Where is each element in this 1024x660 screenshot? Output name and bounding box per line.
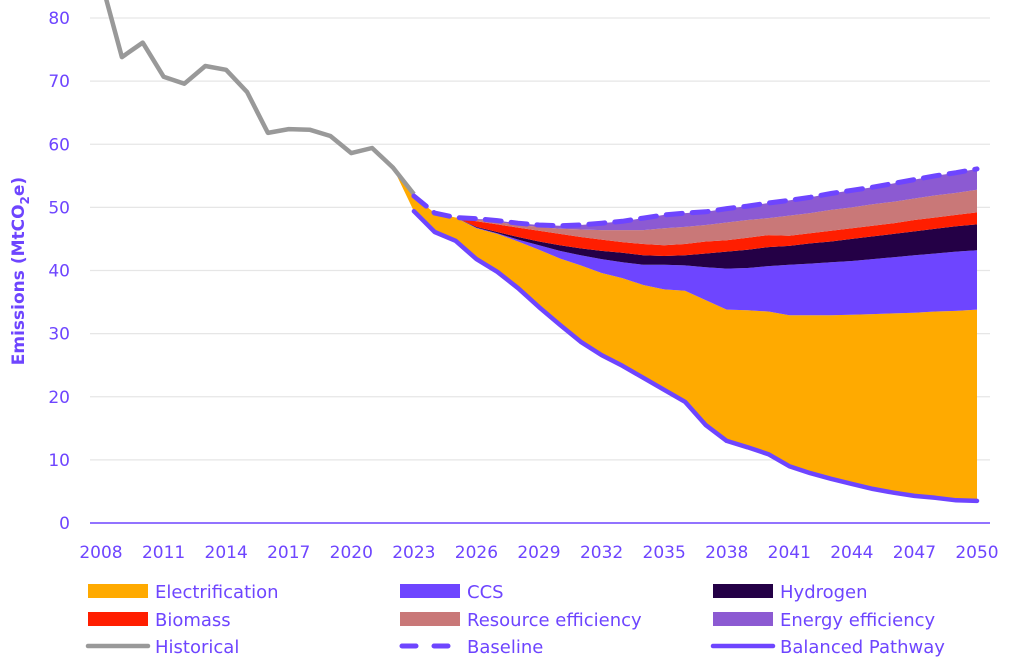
wedge-electrification	[393, 167, 977, 501]
y-axis-label: Emissions (MtCO2e)	[9, 177, 32, 365]
legend-swatch	[713, 612, 773, 626]
legend-item-historical: Historical	[85, 637, 239, 658]
legend-label: Historical	[155, 637, 239, 658]
wedge-biomass	[393, 167, 977, 256]
legend-label: Energy efficiency	[780, 610, 935, 631]
y-tick-label: 50	[48, 198, 70, 218]
y-tick-label: 70	[48, 72, 70, 92]
x-tick-label: 2047	[893, 543, 936, 563]
x-tick-label: 2020	[330, 543, 373, 563]
wedge-ccs	[393, 167, 977, 316]
line-baseline	[411, 166, 980, 229]
y-tick-label: 80	[48, 9, 70, 29]
x-tick-label: 2038	[705, 543, 748, 563]
legend-item-electrification: Electrification	[88, 582, 279, 603]
x-tick-label: 2032	[580, 543, 623, 563]
legend-swatch	[88, 584, 148, 598]
legend-item-ccs: CCS	[400, 582, 504, 603]
x-tick-label: 2035	[643, 543, 686, 563]
x-tick-label: 2050	[955, 543, 998, 563]
x-tick-label: 2008	[79, 543, 122, 563]
x-axis-ticks: 2008 2011 2014 2017 2020 2023 2026 2029 2032 2035…	[79, 543, 998, 563]
legend-label: Balanced Pathway	[780, 637, 945, 658]
legend: Electrification CCS Hydrogen Biomass Resourc…	[85, 582, 945, 658]
y-tick-label: 0	[59, 514, 70, 534]
legend-swatch	[88, 612, 148, 626]
wedge-hydrogen	[393, 167, 977, 269]
x-tick-label: 2017	[267, 543, 310, 563]
legend-item-balanced-pathway: Balanced Pathway	[710, 637, 945, 658]
wedge-energy-efficiency	[393, 167, 977, 231]
legend-item-biomass: Biomass	[88, 610, 231, 631]
x-tick-label: 2023	[392, 543, 435, 563]
x-tick-label: 2011	[142, 543, 185, 563]
legend-label: CCS	[467, 582, 504, 603]
legend-label: Resource efficiency	[467, 610, 642, 631]
legend-swatch	[400, 612, 460, 626]
x-tick-label: 2026	[455, 543, 498, 563]
line-historical	[104, 0, 416, 196]
y-tick-label: 20	[48, 388, 70, 408]
legend-label: Biomass	[155, 610, 231, 631]
legend-swatch	[713, 584, 773, 598]
wedge-resource-efficiency	[393, 167, 977, 246]
line-balanced-pathway	[411, 208, 980, 504]
legend-label: Baseline	[467, 637, 543, 658]
legend-label: Hydrogen	[780, 582, 868, 603]
wedge-areas	[393, 167, 977, 501]
x-tick-label: 2044	[830, 543, 873, 563]
legend-item-resource-efficiency: Resource efficiency	[400, 610, 642, 631]
legend-swatch	[400, 584, 460, 598]
legend-item-hydrogen: Hydrogen	[713, 582, 868, 603]
y-tick-label: 60	[48, 135, 70, 155]
gridlines	[90, 17, 990, 461]
y-tick-label: 30	[48, 325, 70, 345]
legend-item-energy-efficiency: Energy efficiency	[713, 610, 935, 631]
series-lines	[90, 0, 990, 524]
x-tick-label: 2029	[517, 543, 560, 563]
y-axis-ticks: 0 10 20 30 40 50 60 70 80	[48, 9, 70, 534]
legend-item-baseline: Baseline	[399, 637, 543, 658]
y-tick-label: 10	[48, 451, 70, 471]
y-tick-label: 40	[48, 262, 70, 282]
x-tick-label: 2041	[768, 543, 811, 563]
x-tick-label: 2014	[205, 543, 248, 563]
legend-label: Electrification	[155, 582, 279, 603]
